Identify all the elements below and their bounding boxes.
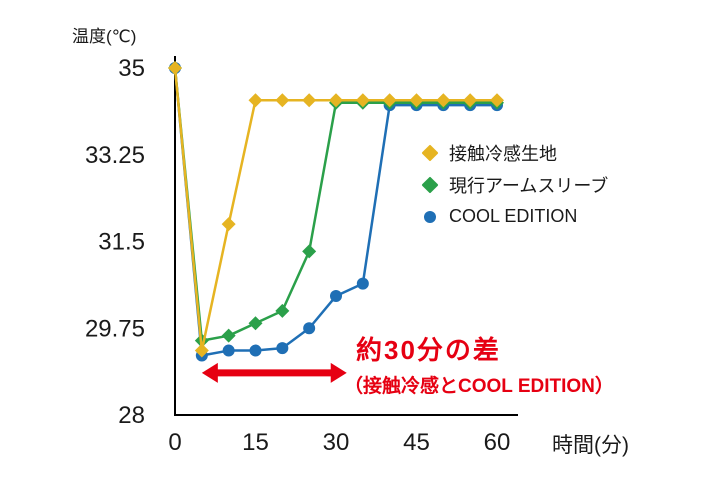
marker-diamond-icon <box>436 93 451 108</box>
marker-circle-icon <box>249 344 262 357</box>
difference-arrow-icon <box>201 362 347 383</box>
annotation-subtitle: （接触冷感とCOOL EDITION） <box>344 376 614 397</box>
marker-circle-icon <box>330 290 342 303</box>
marker-circle-icon <box>276 342 289 355</box>
marker-diamond-icon <box>221 328 236 343</box>
x-tick-label: 30 <box>323 429 350 456</box>
marker-diamond-icon <box>248 93 263 108</box>
annotation-title: 約30分の差 <box>356 335 501 365</box>
y-tick-label: 35 <box>118 55 145 82</box>
marker-diamond-icon <box>275 93 290 108</box>
marker-diamond-icon <box>382 93 397 108</box>
marker-circle-icon <box>222 344 235 357</box>
marker-diamond-icon <box>490 93 504 108</box>
legend-marker-icon <box>421 176 439 193</box>
marker-diamond-icon <box>409 93 424 108</box>
y-tick-label: 28 <box>118 402 145 429</box>
annotation: 約30分の差 （接触冷感とCOOL EDITION） <box>344 330 614 398</box>
legend-label: 接触冷感生地 <box>449 143 557 164</box>
legend-marker-icon <box>424 210 436 223</box>
marker-diamond-icon <box>168 61 182 75</box>
marker-diamond-icon <box>329 93 343 108</box>
marker-diamond-icon <box>194 343 209 358</box>
legend-label: 現行アームスリーブ <box>449 175 609 196</box>
y-tick-label: 29.75 <box>85 315 145 342</box>
marker-circle-icon <box>303 322 316 335</box>
x-tick-label: 60 <box>484 429 511 456</box>
marker-diamond-icon <box>248 316 263 331</box>
legend-item: 現行アームスリーブ <box>421 174 609 196</box>
marker-diamond-icon <box>463 93 478 108</box>
chart-legend: 接触冷感生地 現行アームスリーブ COOL EDITION <box>421 142 609 227</box>
y-tick-label: 33.25 <box>85 142 145 169</box>
legend-label: COOL EDITION <box>449 206 578 226</box>
y-tick-label: 31.5 <box>98 229 145 256</box>
x-tick-label: 0 <box>168 429 181 456</box>
legend-item: 接触冷感生地 <box>421 142 608 164</box>
x-axis-label: 時間(分) <box>552 434 629 457</box>
x-tick-label: 45 <box>403 429 430 456</box>
y-axis-label: 温度(℃) <box>72 27 137 46</box>
marker-circle-icon <box>356 277 369 290</box>
legend-marker-icon <box>421 144 439 161</box>
marker-diamond-icon <box>275 303 290 318</box>
marker-diamond-icon <box>221 217 236 232</box>
legend-item: COOL EDITION <box>424 206 608 227</box>
marker-diamond-icon <box>302 244 317 259</box>
marker-diamond-icon <box>302 93 317 108</box>
marker-diamond-icon <box>355 93 370 108</box>
x-tick-label: 15 <box>242 429 269 456</box>
